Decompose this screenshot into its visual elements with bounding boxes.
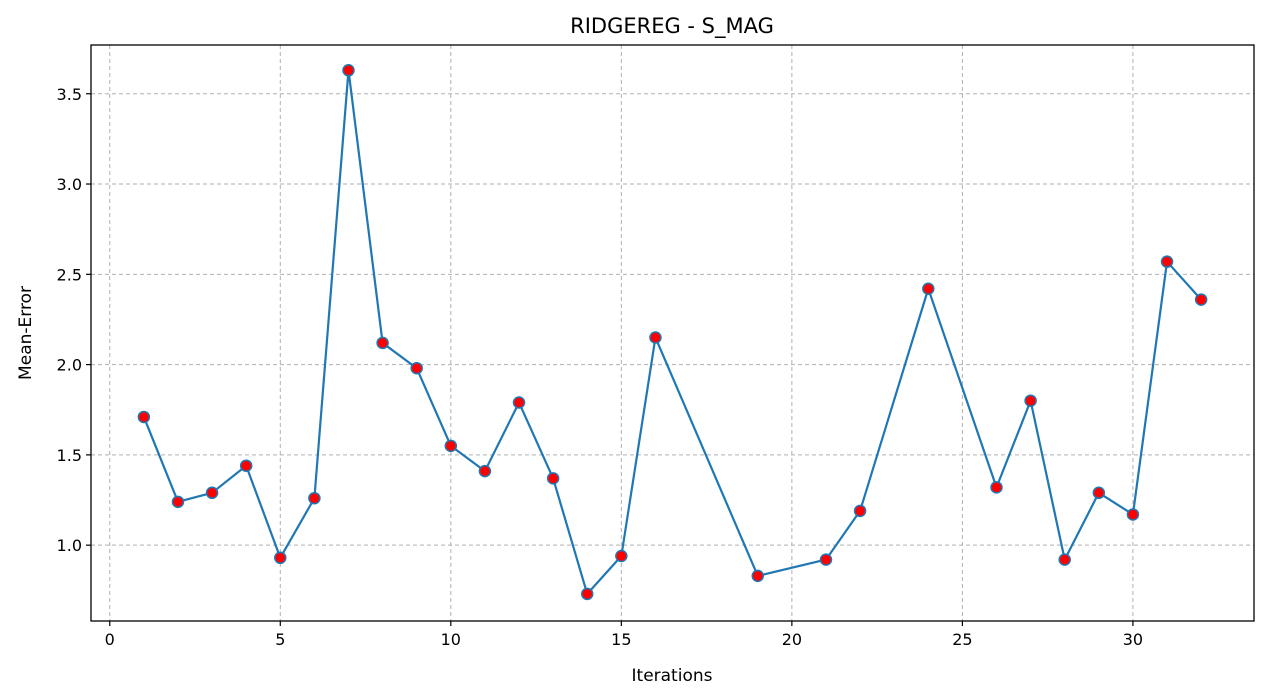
data-point — [819, 553, 833, 566]
data-point — [546, 472, 560, 485]
y-tick-label: 3.0 — [57, 175, 82, 194]
data-point — [274, 551, 287, 565]
data-point — [751, 569, 765, 583]
data-point — [308, 491, 321, 505]
data-point — [376, 336, 389, 350]
y-tick-label: 2.0 — [57, 356, 82, 375]
x-tick-label: 30 — [1123, 630, 1143, 649]
data-point — [615, 549, 628, 563]
data-point — [1160, 255, 1174, 268]
data-point — [580, 587, 594, 601]
data-point — [239, 459, 253, 472]
data-point — [137, 410, 151, 424]
data-point — [342, 64, 355, 77]
data-point — [205, 486, 219, 500]
y-tick-label: 2.5 — [57, 265, 82, 284]
y-axis: 1.0 1.5 2.0 2.5 3.0 3.5 — [57, 85, 91, 555]
x-axis-label: Iterations — [632, 666, 713, 686]
data-point — [410, 361, 423, 375]
x-tick-label: 0 — [105, 630, 115, 649]
plot-frame — [90, 44, 1255, 622]
chart-title: RIDGEREG - S_MAG — [570, 14, 774, 39]
y-tick-label: 1.5 — [57, 446, 82, 465]
data-point — [649, 331, 662, 344]
data-point — [444, 439, 458, 453]
data-point — [1024, 394, 1037, 407]
x-tick-label: 15 — [611, 630, 631, 649]
data-point — [1194, 293, 1208, 306]
data-point — [171, 495, 185, 509]
data-point — [990, 481, 1003, 494]
data-point — [853, 504, 867, 518]
y-tick-label: 3.5 — [57, 85, 82, 104]
x-tick-label: 20 — [782, 630, 802, 649]
grid — [91, 45, 1254, 621]
data-point — [922, 282, 935, 296]
marker-group — [137, 64, 1208, 601]
x-tick-label: 10 — [441, 630, 461, 649]
data-point — [1126, 508, 1140, 521]
data-point — [1092, 486, 1106, 500]
data-point — [478, 464, 492, 478]
x-tick-label: 25 — [952, 630, 972, 649]
x-tick-label: 5 — [275, 630, 285, 649]
y-axis-label: Mean-Error — [16, 286, 36, 380]
data-point — [1058, 553, 1071, 566]
data-point — [512, 396, 526, 409]
x-axis: 0 5 10 15 20 25 30 — [105, 621, 1143, 649]
y-tick-label: 1.0 — [57, 536, 82, 555]
